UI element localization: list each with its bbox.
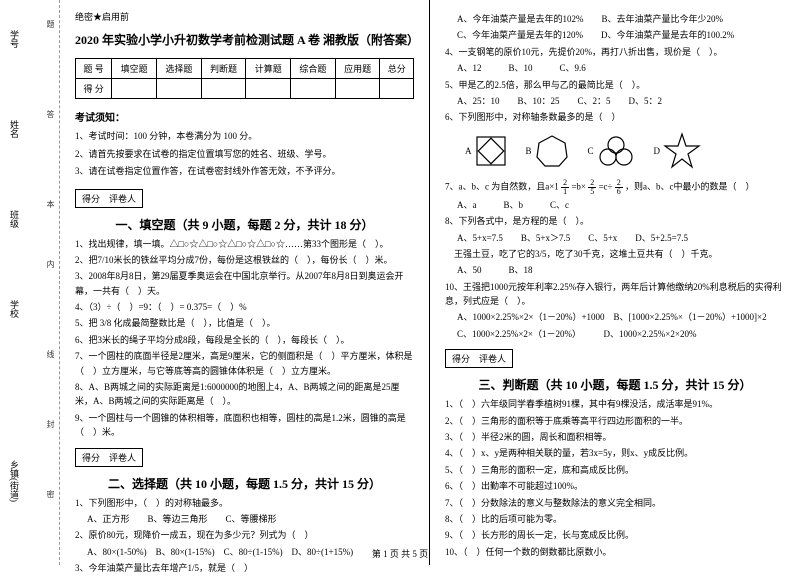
q3-opts-a: A、今年油菜产量是去年的102% B、去年油菜产量比今年少20% <box>445 12 785 26</box>
square-icon <box>474 134 508 168</box>
page-footer: 第 1 页 共 5 页 <box>0 547 800 560</box>
notice-3: 3、请在试卷指定位置作答，在试卷密封线外作答无效，不予评分。 <box>75 165 414 179</box>
section1-title: 一、填空题（共 9 小题，每题 2 分，共计 18 分） <box>75 216 414 233</box>
q2-6: 6、下列图形中，对称轴条数最多的是（ ） <box>445 110 785 124</box>
exam-title: 2020 年实验小学小升初数学考前检测试题 A 卷 湘教版（附答案） <box>75 31 414 48</box>
q2-8-opts: A、5+x=7.5 B、5+x＞7.5 C、5+x D、5+2.5=7.5 <box>445 231 785 245</box>
th-2: 选择题 <box>157 59 202 79</box>
q1-9: 9、一个圆柱与一个圆锥的体积相等，底面积也相等，圆柱的高是1.2米，圆锥的高是（… <box>75 411 414 440</box>
circles-icon <box>596 134 636 168</box>
th-1: 填空题 <box>112 59 157 79</box>
left-column: 绝密★启用前 2020 年实验小学小升初数学考前检测试题 A 卷 湘教版（附答案… <box>60 0 430 565</box>
q3-9: 9、（ ）长方形的周长一定，长与宽成反比例。 <box>445 528 785 542</box>
figure-row: A B C D <box>465 131 785 171</box>
fig-label-c: C <box>588 146 594 156</box>
q1-8: 8、A、B两城之间的实际距离是1:6000000的地图上4，A、B两城之间的距离… <box>75 380 414 409</box>
section2-title: 二、选择题（共 10 小题，每题 1.5 分，共计 15 分） <box>75 475 414 492</box>
q3-4: 4、（ ）x、y是两种相关联的量，若3x=5y，则x、y成反比例。 <box>445 446 785 460</box>
q1-2: 2、把7/10米长的铁丝平均分成7份，每份是这根铁丝的（ ），每份长（ ）米。 <box>75 253 414 267</box>
notice-title: 考试须知： <box>75 109 414 124</box>
q2-2: 2、原价80元，现降价一成五，现在为多少元？列式为（ ） <box>75 528 414 542</box>
frac-1: 21 <box>561 179 569 196</box>
q2-1-opts: A、正方形 B、等边三角形 C、等腰梯形 <box>75 512 414 526</box>
q3-3: 3、（ ）半径2米的圆，周长和面积相等。 <box>445 430 785 444</box>
th-6: 应用题 <box>335 59 380 79</box>
q1-5: 5、把 3/8 化成最简整数比是（ ），比值是（ ）。 <box>75 316 414 330</box>
label-xingming: 姓名 <box>8 120 21 138</box>
q1-4: 4、（3）÷（ ）=9：（ ）= 0.375=（ ）% <box>75 300 414 314</box>
q1-3: 3、2008年8月8日，第29届夏季奥运会在中国北京举行。从2007年8月8日到… <box>75 269 414 298</box>
q3-7: 7、（ ）分数除法的意义与整数除法的意义完全相同。 <box>445 496 785 510</box>
table-row: 题 号 填空题 选择题 判断题 计算题 综合题 应用题 总分 <box>76 59 414 79</box>
q2-4-opts: A、12 B、10 C、9.6 <box>445 61 785 75</box>
q3-6: 6、（ ）出勤率不可能超过100%。 <box>445 479 785 493</box>
q2-5-opts: A、25：10 B、10：25 C、2：5 D、5：2 <box>445 94 785 108</box>
scorer-box-1: 得分 评卷人 <box>75 189 143 208</box>
vtext-4: 线 <box>45 350 56 358</box>
page-content: 绝密★启用前 2020 年实验小学小升初数学考前检测试题 A 卷 湘教版（附答案… <box>60 0 800 565</box>
q2-7-opts: A、a B、b C、c <box>445 198 785 212</box>
q2-4: 4、一支钢笔的原价10元，先提价20%，再打八折出售，现价是（ ）。 <box>445 45 785 59</box>
q3-opts-b: C、今年油菜产量是去年的120% D、今年油菜产量是去年的100.2% <box>445 28 785 42</box>
q2-10-opts-a: A、1000×2.25%×2×（1－20%）+1000 B、[1000×2.25… <box>445 310 785 324</box>
vtext-2: 本 <box>45 200 56 208</box>
label-xuexiao: 学校 <box>8 300 21 318</box>
q3-5: 5、（ ）三角形的面积一定，底和高成反比例。 <box>445 463 785 477</box>
scorer-box-2: 得分 评卷人 <box>75 448 143 467</box>
score-table: 题 号 填空题 选择题 判断题 计算题 综合题 应用题 总分 得 分 <box>75 58 414 99</box>
q1-1: 1、找出规律，填一填。△□○☆△□○☆△□○☆△□○☆……第33个图形是（ ）。 <box>75 237 414 251</box>
scorer-box-3: 得分 评卷人 <box>445 349 513 368</box>
th-5: 综合题 <box>291 59 336 79</box>
th-7: 总分 <box>380 59 414 79</box>
frac-2: 25 <box>588 179 596 196</box>
fig-label-d: D <box>654 146 661 156</box>
fig-label-b: B <box>526 146 532 156</box>
th-3: 判断题 <box>201 59 246 79</box>
label-xuehao: 学号 <box>8 30 21 48</box>
frac-3: 26 <box>615 179 623 196</box>
q3-8: 8、（ ）比的后项可能为零。 <box>445 512 785 526</box>
star-icon <box>662 131 702 171</box>
label-banji: 班级 <box>8 210 21 228</box>
q3-1: 1、（ ）六年级同学春季植树91棵，其中有9棵没活，成活率是91%。 <box>445 397 785 411</box>
table-row: 得 分 <box>76 79 414 99</box>
secret-label: 绝密★启用前 <box>75 10 414 23</box>
vtext-5: 封 <box>45 420 56 428</box>
q2-9: 王强土豆，吃了它的3/5，吃了30千克，这堆土豆共有（ ）千克。 <box>445 247 785 261</box>
vtext-3: 内 <box>45 260 56 268</box>
fig-d: D <box>654 131 703 171</box>
fig-c: C <box>588 134 636 168</box>
q3-2: 2、（ ）三角形的面积等于底乘等高平行四边形面积的一半。 <box>445 414 785 428</box>
q2-7: 7、a、b、c 为自然数，且a×1=b×=c×，则a、b、c中最小的数是（ ） … <box>445 179 785 196</box>
section3-title: 三、判断题（共 10 小题，每题 1.5 分，共计 15 分） <box>445 376 785 393</box>
q2-3: 3、今年油菜产量比去年增产1/5，就是（ ） <box>75 561 414 575</box>
vtext-6: 密 <box>45 490 56 498</box>
vtext-0: 题 <box>45 20 56 28</box>
q2-10-opts-b: C、1000×2.25%×2×（1－20%） D、1000×2.25%×2×20… <box>445 327 785 341</box>
notice-1: 1、考试时间：100 分钟，本卷满分为 100 分。 <box>75 130 414 144</box>
th-0: 题 号 <box>76 59 112 79</box>
q2-9-opts: A、50 B、18 <box>445 263 785 277</box>
q1-6: 6、把3米长的绳子平均分成8段，每段是全长的（ ），每段长（ ）。 <box>75 333 414 347</box>
fig-b: B <box>526 133 570 169</box>
q2-1: 1、下列图形中，（ ）的对称轴最多。 <box>75 496 414 510</box>
fig-a: A <box>465 134 508 168</box>
th-4: 计算题 <box>246 59 291 79</box>
label-xiangzhen: 乡镇(街道) <box>8 460 21 502</box>
q2-8: 8、下列各式中，是方程的是（ ）。 <box>445 214 785 228</box>
row-label: 得 分 <box>76 79 112 99</box>
binding-sidebar: 学号 姓名 班级 学校 乡镇(街道) 题 答 本 内 线 封 密 <box>0 0 60 565</box>
vtext-1: 答 <box>45 110 56 118</box>
q2-10: 10、王强把1000元按年利率2.25%存入银行，两年后计算他缴纳20%利息税后… <box>445 280 785 309</box>
fig-label-a: A <box>465 146 472 156</box>
notice-2: 2、请首先按要求在试卷的指定位置填写您的姓名、班级、学号。 <box>75 148 414 162</box>
q2-5: 5、甲是乙的2.5倍，那么甲与乙的最简比是（ ）。 <box>445 78 785 92</box>
q1-7: 7、一个圆柱的底面半径是2厘米，高是9厘米，它的侧面积是（ ）平方厘米，体积是（… <box>75 349 414 378</box>
right-column: A、今年油菜产量是去年的102% B、去年油菜产量比今年少20% C、今年油菜产… <box>430 0 800 565</box>
heptagon-icon <box>534 133 570 169</box>
